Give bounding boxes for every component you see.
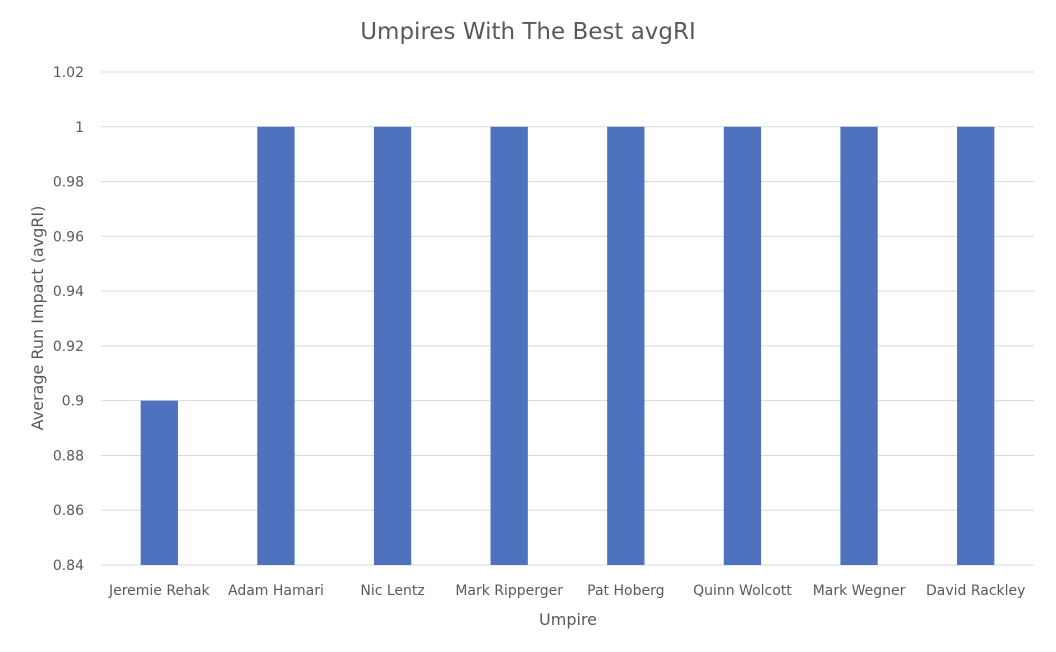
- x-tick-label: Nic Lentz: [360, 583, 424, 599]
- x-tick-label: Quinn Wolcott: [693, 583, 792, 599]
- x-tick-label: Pat Hoberg: [587, 583, 664, 599]
- y-axis-title: Average Run Impact (avgRI): [28, 206, 47, 431]
- bar: [957, 126, 995, 566]
- y-tick-label: 0.86: [53, 503, 84, 519]
- x-axis-title: Umpire: [539, 610, 597, 629]
- y-tick-label: 1: [75, 120, 84, 136]
- x-tick-label: Mark Wegner: [813, 583, 906, 599]
- x-tick-label: Jeremie Rehak: [108, 583, 211, 599]
- y-tick-label: 0.92: [53, 339, 84, 355]
- y-tick-label: 0.9: [62, 394, 84, 410]
- x-tick-label: Adam Hamari: [228, 583, 324, 599]
- y-tick-label: 0.84: [53, 558, 84, 574]
- x-tick-label: Mark Ripperger: [455, 583, 563, 599]
- y-tick-label: 0.94: [53, 284, 84, 300]
- y-tick-label: 0.88: [53, 448, 84, 464]
- y-tick-label: 1.02: [53, 65, 84, 81]
- bar: [723, 126, 762, 566]
- bar: [490, 126, 528, 566]
- bar: [840, 126, 878, 566]
- gridlines: [101, 71, 1034, 566]
- y-tick-labels: 0.84 0.86 0.88 0.9 0.92 0.94 0.96 0.98 1 1.02: [53, 65, 84, 574]
- x-tick-labels: Jeremie Rehak Adam Hamari Nic Lentz Mark Ri…: [108, 583, 1025, 599]
- chart-title: Umpires With The Best avgRI: [360, 19, 696, 45]
- bar: [373, 126, 412, 566]
- y-tick-label: 0.96: [53, 229, 84, 245]
- bar: [607, 126, 645, 566]
- bar: [257, 126, 295, 566]
- y-tick-label: 0.98: [53, 175, 84, 191]
- bar: [140, 400, 178, 565]
- bars: [140, 126, 995, 566]
- x-tick-label: David Rackley: [926, 583, 1025, 599]
